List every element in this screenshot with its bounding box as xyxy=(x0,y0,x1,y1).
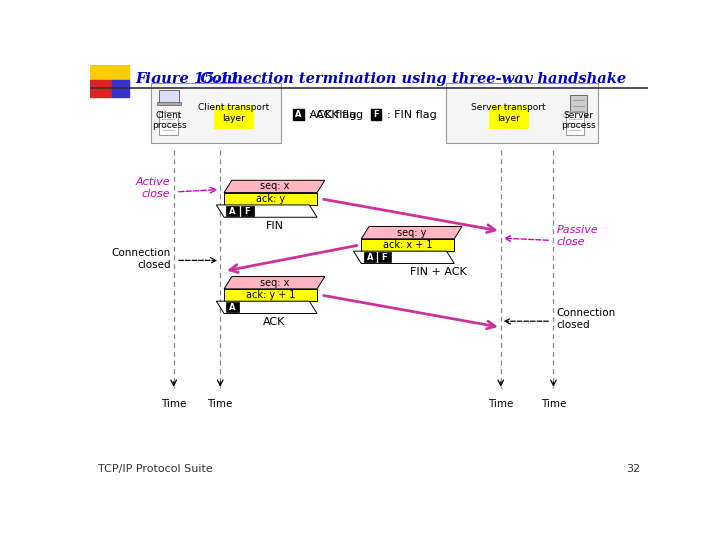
FancyBboxPatch shape xyxy=(151,83,281,143)
Bar xyxy=(226,206,239,216)
Text: seq: y: seq: y xyxy=(397,228,426,238)
Text: Passive
close: Passive close xyxy=(557,225,598,247)
Polygon shape xyxy=(361,226,462,239)
Text: TCP/IP Protocol Suite: TCP/IP Protocol Suite xyxy=(98,464,212,475)
FancyBboxPatch shape xyxy=(566,112,585,135)
Polygon shape xyxy=(216,205,317,217)
Polygon shape xyxy=(224,289,317,301)
Text: : FIN flag: : FIN flag xyxy=(387,110,436,120)
FancyBboxPatch shape xyxy=(570,95,587,116)
Text: ack: x + 1: ack: x + 1 xyxy=(383,240,433,250)
Bar xyxy=(489,105,528,128)
Bar xyxy=(364,252,376,262)
Text: seq: x: seq: x xyxy=(260,278,289,288)
Text: F: F xyxy=(245,207,250,215)
Text: A: A xyxy=(366,253,373,262)
Text: A: ACK flag: A: ACK flag xyxy=(295,110,357,120)
Text: Client
process: Client process xyxy=(152,111,186,130)
Polygon shape xyxy=(216,301,317,314)
Text: Connection
closed: Connection closed xyxy=(557,308,616,330)
Bar xyxy=(90,80,112,97)
Text: Connection
closed: Connection closed xyxy=(112,248,171,269)
Text: A: A xyxy=(295,110,302,119)
Text: : ACK flag: : ACK flag xyxy=(310,110,364,120)
Text: Time: Time xyxy=(488,399,513,409)
Bar xyxy=(112,80,129,97)
FancyBboxPatch shape xyxy=(157,102,181,105)
Polygon shape xyxy=(224,276,325,289)
Bar xyxy=(378,252,391,262)
Text: A: A xyxy=(230,303,236,312)
Text: Server
process: Server process xyxy=(561,111,595,130)
Text: A: A xyxy=(230,207,236,215)
Text: ack: y: ack: y xyxy=(256,194,285,204)
Bar xyxy=(293,110,304,120)
Bar xyxy=(226,302,239,312)
FancyBboxPatch shape xyxy=(446,83,598,143)
Text: Figure 15.11: Figure 15.11 xyxy=(135,72,240,86)
Text: FIN + ACK: FIN + ACK xyxy=(410,267,467,278)
Polygon shape xyxy=(354,251,454,264)
Text: Time: Time xyxy=(207,399,233,409)
Text: FIN: FIN xyxy=(266,221,284,231)
Polygon shape xyxy=(361,239,454,251)
Text: ack: y + 1: ack: y + 1 xyxy=(246,290,295,300)
Text: Connection termination using three-way handshake: Connection termination using three-way h… xyxy=(185,72,626,86)
Text: 32: 32 xyxy=(626,464,640,475)
Text: F: F xyxy=(382,253,387,262)
FancyBboxPatch shape xyxy=(159,90,179,104)
Text: Time: Time xyxy=(541,399,566,409)
FancyBboxPatch shape xyxy=(159,112,178,135)
Bar xyxy=(371,110,382,120)
Bar xyxy=(90,65,129,84)
Text: F: F xyxy=(373,110,379,119)
Text: Time: Time xyxy=(161,399,186,409)
Text: Active
close: Active close xyxy=(136,177,171,199)
Text: ACK: ACK xyxy=(264,318,286,327)
Text: seq: x: seq: x xyxy=(260,181,289,192)
Polygon shape xyxy=(224,193,317,205)
Text: Server transport
layer: Server transport layer xyxy=(471,103,546,123)
Bar xyxy=(241,206,253,216)
Bar xyxy=(214,105,253,128)
Text: Client transport
layer: Client transport layer xyxy=(198,103,269,123)
Polygon shape xyxy=(224,180,325,193)
